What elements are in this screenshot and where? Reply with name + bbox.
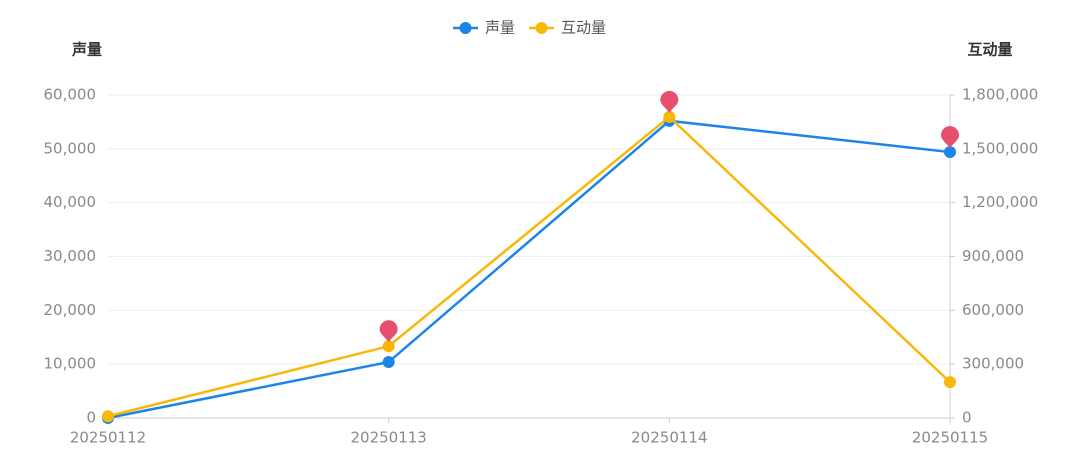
y-tick-label: 10,000: [44, 355, 97, 373]
y2-tick-label: 1,200,000: [962, 193, 1038, 211]
pin-marker: [660, 90, 679, 113]
legend-marker: [535, 22, 548, 34]
y2-tick-label: 900,000: [962, 247, 1024, 265]
y-tick-label: 20,000: [44, 301, 97, 319]
series-line: [107, 119, 951, 420]
y2-tick-label: 300,000: [962, 355, 1024, 373]
x-tick-label: 20250114: [631, 429, 707, 447]
y-tick-label: 30,000: [44, 247, 97, 265]
y2-axis-label: 互动量: [967, 41, 1012, 59]
series-line: [107, 115, 951, 418]
data-point: [944, 376, 956, 389]
y-tick-label: 60,000: [44, 86, 97, 104]
legend-label: 互动量: [561, 19, 606, 37]
y2-tick-label: 1,800,000: [962, 86, 1038, 104]
y2-tick-label: 1,500,000: [962, 139, 1038, 157]
data-point: [663, 110, 676, 123]
y-tick-label: 0: [86, 409, 96, 427]
x-tick-label: 20250115: [912, 429, 988, 447]
y2-tick-label: 600,000: [962, 301, 1024, 319]
data-point: [102, 410, 114, 423]
pin-marker: [379, 320, 398, 343]
legend-marker: [459, 22, 472, 34]
data-point: [382, 356, 395, 369]
y-axis-label: 声量: [71, 41, 102, 59]
y2-tick-label: 0: [962, 409, 972, 427]
x-tick-label: 20250113: [350, 429, 426, 447]
pin-marker: [941, 126, 959, 149]
x-tick-label: 20250112: [70, 429, 146, 447]
data-point: [382, 340, 395, 353]
y-tick-label: 40,000: [44, 193, 97, 211]
data-point: [944, 146, 956, 159]
legend-label: 声量: [485, 19, 515, 37]
y-tick-label: 50,000: [44, 139, 97, 157]
